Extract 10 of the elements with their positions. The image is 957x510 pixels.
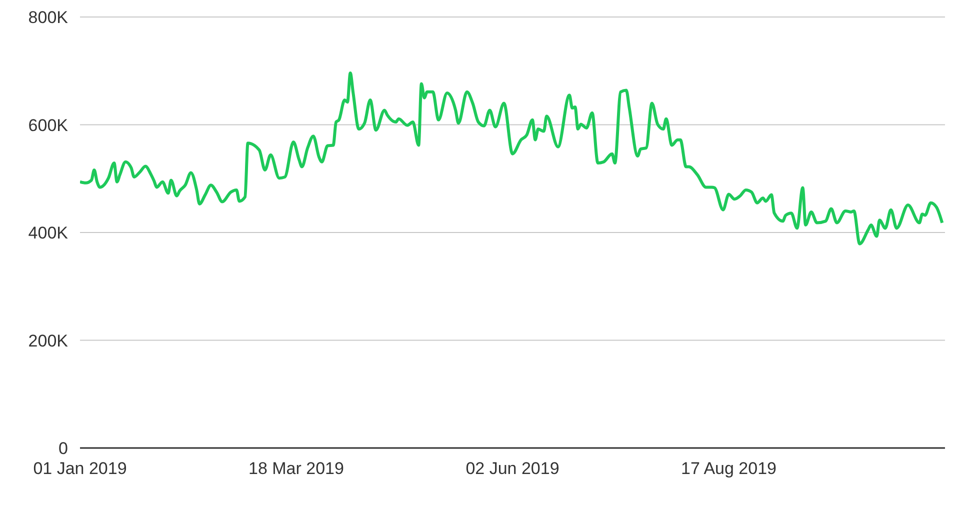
y-tick-label: 800K <box>28 8 69 28</box>
x-tick-label: 02 Jun 2019 <box>466 459 560 478</box>
line-series <box>80 72 944 246</box>
y-tick-label: 0 <box>58 439 68 458</box>
x-tick-label: 18 Mar 2019 <box>248 459 344 478</box>
y-tick-label: 600K <box>28 116 69 135</box>
x-tick-label: 01 Jan 2019 <box>33 459 127 478</box>
x-tick-label: 17 Aug 2019 <box>681 459 776 478</box>
y-tick-label: 400K <box>28 224 69 243</box>
y-tick-label: 200K <box>28 331 69 350</box>
